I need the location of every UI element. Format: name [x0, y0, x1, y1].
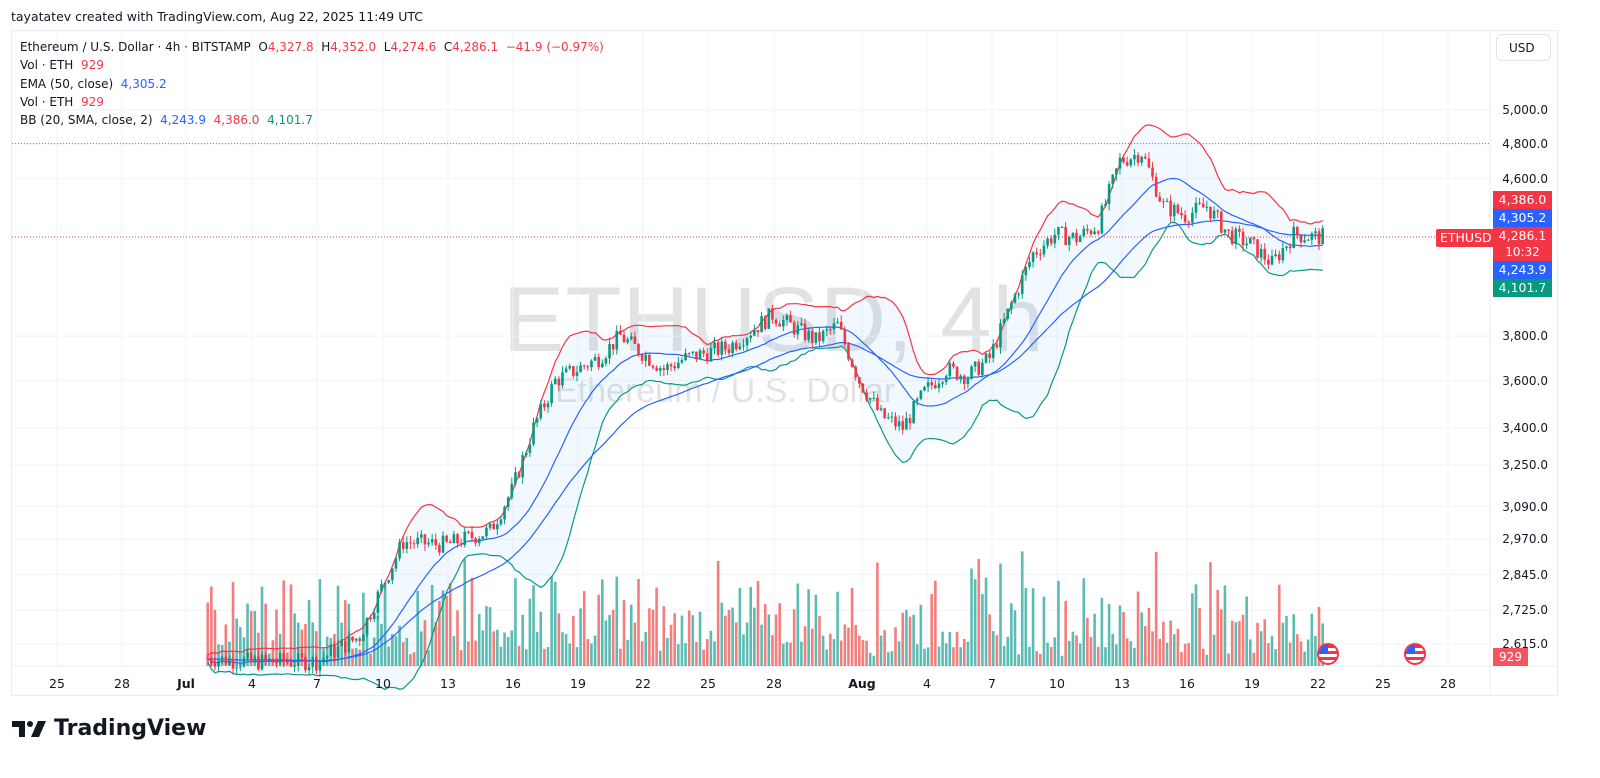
- time-tick: 10: [1049, 676, 1065, 691]
- legend-main-series[interactable]: Ethereum / U.S. Dollar · 4h · BITSTAMP O…: [20, 38, 604, 56]
- price-tick: 2,845.0: [1502, 567, 1548, 582]
- tradingview-logo[interactable]: TradingView: [12, 716, 206, 741]
- bb-upper-value: 4,386.0: [213, 113, 260, 128]
- last-price-value: 4,286.1: [1498, 228, 1547, 243]
- price-tick: 3,600.0: [1502, 373, 1548, 388]
- time-tick: Aug: [848, 676, 876, 691]
- ema-price-label: 4,305.2: [1493, 209, 1552, 227]
- time-tick: 7: [988, 676, 996, 691]
- bb-basis-value: 4,243.9: [160, 113, 206, 128]
- price-tick: 4,800.0: [1502, 136, 1548, 151]
- price-tick: 4,600.0: [1502, 171, 1548, 186]
- symbol-price-tag: ETHUSD: [1436, 229, 1496, 247]
- close-value: 4,286.1: [452, 40, 499, 54]
- bb-lower-price-label: 4,101.7: [1493, 279, 1552, 297]
- low-value: 4,274.6: [390, 40, 437, 54]
- time-tick: 25: [700, 676, 716, 691]
- symbol-title: Ethereum / U.S. Dollar · 4h · BITSTAMP: [20, 40, 251, 54]
- volume-price-label: 929: [1493, 648, 1528, 666]
- price-tick: 3,800.0: [1502, 329, 1548, 344]
- time-tick: 25: [1375, 676, 1391, 691]
- time-tick: 16: [505, 676, 521, 691]
- low-label: L: [383, 40, 391, 54]
- time-tick: 19: [570, 676, 586, 691]
- close-label: C: [443, 40, 453, 54]
- bar-countdown: 10:32: [1505, 245, 1540, 259]
- us-economic-event-icon[interactable]: [1404, 643, 1426, 665]
- us-economic-event-icon[interactable]: [1317, 643, 1339, 665]
- last-price-label: 4,286.1 10:32: [1493, 227, 1552, 261]
- brand-name: TradingView: [54, 716, 207, 741]
- legend-volume-2[interactable]: Vol · ETH 929: [20, 93, 604, 111]
- legend-volume-1[interactable]: Vol · ETH 929: [20, 56, 604, 74]
- legend-ema[interactable]: EMA (50, close) 4,305.2: [20, 75, 604, 93]
- chart-frame[interactable]: [11, 30, 1558, 696]
- price-tick: 5,000.0: [1502, 103, 1548, 117]
- time-tick: 28: [766, 676, 782, 691]
- volume-label: Vol · ETH: [20, 58, 74, 73]
- symbol-watermark: ETHUSD, 4h: [503, 269, 1045, 371]
- volume-label: Vol · ETH: [20, 94, 74, 109]
- open-value: 4,327.8: [267, 40, 314, 54]
- price-tick: 3,400.0: [1502, 420, 1548, 435]
- bb-upper-price-label: 4,386.0: [1493, 191, 1552, 209]
- price-tick: 2,725.0: [1502, 603, 1548, 618]
- price-tick: 2,970.0: [1502, 532, 1548, 547]
- tradingview-logo-icon: [12, 720, 46, 737]
- bb-basis-price-label: 4,243.9: [1493, 261, 1552, 279]
- ema-label: EMA (50, close): [20, 76, 114, 91]
- high-value: 4,352.0: [330, 40, 377, 54]
- price-tick: 3,090.0: [1502, 499, 1548, 514]
- time-tick: 19: [1244, 676, 1260, 691]
- chart-credit: tayatatev created with TradingView.com, …: [11, 9, 424, 24]
- time-tick: 28: [1440, 676, 1456, 691]
- high-label: H: [321, 40, 331, 54]
- time-tick: 13: [1114, 676, 1130, 691]
- time-tick: 22: [1310, 676, 1326, 691]
- price-tick: 3,250.0: [1502, 457, 1548, 472]
- price-tick: 2,615.0: [1502, 637, 1548, 652]
- bb-lower-value: 4,101.7: [267, 113, 313, 128]
- time-tick: 13: [440, 676, 456, 691]
- change-value: −41.9 (−0.97%): [505, 40, 604, 54]
- time-tick: 16: [1179, 676, 1195, 691]
- time-tick: 22: [635, 676, 651, 691]
- open-label: O: [258, 40, 268, 54]
- time-tick: 10: [375, 676, 391, 691]
- time-tick: 7: [313, 676, 321, 691]
- time-tick: 4: [923, 676, 931, 691]
- volume-value: 929: [80, 58, 104, 73]
- legend-bollinger-bands[interactable]: BB (20, SMA, close, 2) 4,243.9 4,386.0 4…: [20, 111, 604, 129]
- ema-value: 4,305.2: [120, 76, 167, 91]
- time-tick: 25: [49, 676, 65, 691]
- chart-legend: Ethereum / U.S. Dollar · 4h · BITSTAMP O…: [20, 38, 604, 129]
- time-tick: 28: [114, 676, 130, 691]
- volume-value: 929: [80, 94, 104, 109]
- bb-label: BB (20, SMA, close, 2): [20, 113, 153, 128]
- currency-button[interactable]: USD: [1496, 34, 1551, 61]
- time-tick: 4: [248, 676, 256, 691]
- time-tick: Jul: [177, 676, 195, 691]
- bb-fill: [207, 124, 1323, 690]
